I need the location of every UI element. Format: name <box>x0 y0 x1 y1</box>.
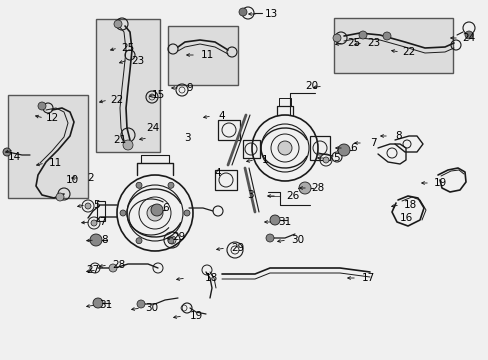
Bar <box>218 120 240 140</box>
Circle shape <box>382 32 390 40</box>
Text: 29: 29 <box>172 232 185 242</box>
Text: 6: 6 <box>163 203 169 213</box>
Bar <box>333 18 452 73</box>
Circle shape <box>151 204 163 216</box>
Text: 17: 17 <box>361 273 374 283</box>
Circle shape <box>168 238 174 244</box>
Circle shape <box>269 215 280 225</box>
Text: 7: 7 <box>99 217 105 227</box>
Text: 20: 20 <box>305 81 318 91</box>
Text: 5: 5 <box>94 200 100 210</box>
Text: 3: 3 <box>246 190 253 200</box>
Text: 18: 18 <box>403 200 416 210</box>
Text: 4: 4 <box>218 111 225 121</box>
Text: 8: 8 <box>395 131 402 141</box>
Text: 23: 23 <box>131 56 144 66</box>
Text: 28: 28 <box>311 183 324 193</box>
Circle shape <box>183 210 190 216</box>
Text: 26: 26 <box>286 191 299 201</box>
Circle shape <box>337 144 349 156</box>
Circle shape <box>114 20 122 28</box>
Bar <box>215 170 237 190</box>
Circle shape <box>56 193 64 201</box>
Text: 25: 25 <box>121 43 134 53</box>
Text: 31: 31 <box>278 217 291 227</box>
Text: 23: 23 <box>366 38 380 48</box>
Circle shape <box>358 31 366 39</box>
Circle shape <box>332 34 340 42</box>
Text: 19: 19 <box>189 311 202 321</box>
Text: 22: 22 <box>110 95 123 105</box>
Text: 24: 24 <box>146 123 159 133</box>
Circle shape <box>123 140 133 150</box>
Circle shape <box>109 264 117 272</box>
Text: 11: 11 <box>200 50 213 60</box>
Circle shape <box>298 182 310 194</box>
Text: 18: 18 <box>204 273 217 283</box>
Text: 14: 14 <box>7 152 20 162</box>
Text: 10: 10 <box>65 175 79 185</box>
Circle shape <box>120 210 126 216</box>
Circle shape <box>147 205 163 221</box>
Text: 30: 30 <box>145 303 158 313</box>
Circle shape <box>323 157 328 163</box>
Text: 16: 16 <box>399 213 412 223</box>
Circle shape <box>278 141 291 155</box>
Text: 1: 1 <box>261 155 268 165</box>
Circle shape <box>239 8 246 16</box>
Bar <box>8 95 88 198</box>
Text: 12: 12 <box>45 113 59 123</box>
Circle shape <box>91 220 97 226</box>
Text: 8: 8 <box>102 235 108 245</box>
Text: 24: 24 <box>462 33 475 43</box>
Circle shape <box>168 182 174 188</box>
Text: 3: 3 <box>183 133 190 143</box>
Bar <box>309 136 329 160</box>
Circle shape <box>265 234 273 242</box>
Circle shape <box>93 298 103 308</box>
Text: 29: 29 <box>231 243 244 253</box>
Circle shape <box>38 102 46 110</box>
Bar <box>243 140 260 158</box>
Circle shape <box>136 238 142 244</box>
Text: 5: 5 <box>332 153 339 163</box>
Circle shape <box>3 148 11 156</box>
Text: 4: 4 <box>214 168 221 178</box>
Text: 9: 9 <box>186 83 193 93</box>
Text: 13: 13 <box>264 9 277 19</box>
Text: 21: 21 <box>113 135 126 145</box>
Text: 27: 27 <box>86 265 100 275</box>
Text: 11: 11 <box>48 158 61 168</box>
Text: 30: 30 <box>291 235 304 245</box>
Text: 7: 7 <box>369 138 376 148</box>
Text: 15: 15 <box>151 90 164 100</box>
Bar <box>168 26 238 85</box>
Text: 22: 22 <box>402 47 415 57</box>
Text: 28: 28 <box>112 260 125 270</box>
Bar <box>96 19 160 152</box>
Bar <box>97 201 105 221</box>
Text: 25: 25 <box>346 38 360 48</box>
Text: 19: 19 <box>432 178 446 188</box>
Circle shape <box>136 182 142 188</box>
Circle shape <box>85 203 91 209</box>
Text: 2: 2 <box>87 173 94 183</box>
Circle shape <box>464 31 472 39</box>
Text: 6: 6 <box>350 143 357 153</box>
Circle shape <box>137 300 145 308</box>
Circle shape <box>90 234 102 246</box>
Text: 31: 31 <box>99 300 112 310</box>
